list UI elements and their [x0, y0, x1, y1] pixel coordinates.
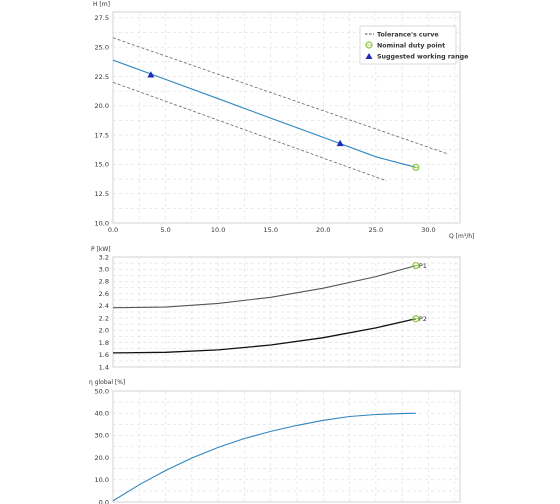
x-tick-label: 10.0 [211, 226, 225, 234]
working-range-marker [147, 71, 155, 78]
x-tick-label: 30.0 [421, 226, 435, 234]
x-tick-label: 25.0 [369, 226, 383, 234]
legend-tolerance-label: Tolerance's curve [377, 31, 439, 38]
legend-range-icon [365, 53, 373, 59]
y-tick-label: 3.0 [99, 266, 109, 274]
head-chart-series [112, 37, 448, 182]
series-line [112, 412, 416, 502]
efficiency-chart-series [112, 412, 416, 502]
y-tick-label: 2.2 [99, 314, 109, 322]
head-chart-x-ticks: 0.0 5.0 10.0 15.0 20.0 25.0 30.0 [108, 226, 436, 234]
power-chart: 1.4 1.6 1.8 2.0 2.2 2.4 2.6 2.8 3.0 3.2 P1 P2 P [k… [91, 246, 461, 371]
y-tick-label: 17.5 [95, 131, 109, 139]
y-tick-label: 30.0 [95, 432, 109, 440]
y-tick-label: 2.4 [99, 302, 109, 310]
legend: Tolerance's curve Nominal duty point Sug… [359, 25, 468, 65]
y-tick-label: 22.5 [95, 73, 109, 81]
y-tick-label: 1.4 [99, 363, 109, 371]
upper-curve-line [112, 37, 448, 155]
y-tick-label: 20.0 [95, 102, 109, 110]
power-chart-series [112, 265, 416, 354]
y-tick-label: 25.0 [95, 43, 109, 51]
y-tick-label: 27.5 [95, 14, 109, 22]
p1-series-line [112, 265, 416, 309]
power-chart-markers: P1 P2 [412, 262, 427, 323]
head-chart-y-ticks: 10.0 12.5 15.0 17.5 20.0 22.5 25.0 27.5 [95, 14, 109, 227]
head-chart-x-label: Q [m³/h] [449, 233, 474, 240]
legend-duty-label: Nominal duty point [377, 42, 445, 49]
head-chart: 10.0 12.5 15.0 17.5 20.0 22.5 25.0 27.5 0.0 5.0 1… [93, 1, 474, 240]
x-tick-label: 0.0 [108, 226, 118, 234]
efficiency-chart-y-label: η global [%] [89, 379, 125, 386]
x-tick-label: 15.0 [263, 226, 277, 234]
main-curve-line [112, 59, 416, 168]
y-tick-label: 1.8 [99, 339, 109, 347]
x-tick-label: 20.0 [316, 226, 330, 234]
x-tick-label: 5.0 [160, 226, 170, 234]
working-range-marker [336, 139, 344, 147]
y-tick-label: 20.0 [95, 454, 109, 462]
power-chart-grid [113, 257, 460, 367]
lower-curve-line [112, 81, 387, 182]
y-tick-label: 10.0 [95, 219, 109, 227]
head-chart-markers [147, 71, 420, 171]
y-tick-label: 40.0 [95, 410, 109, 418]
power-chart-y-ticks: 1.4 1.6 1.8 2.0 2.2 2.4 2.6 2.8 3.0 3.2 [99, 253, 109, 371]
y-tick-label: 1.6 [99, 351, 109, 359]
p2-series-line [112, 318, 416, 354]
legend-range-label: Suggested working range [377, 53, 468, 60]
efficiency-chart-grid [113, 391, 460, 502]
y-tick-label: 3.2 [99, 253, 109, 261]
head-chart-y-label: H [m] [93, 1, 110, 8]
efficiency-chart: 0.0 10.0 20.0 30.0 40.0 50.0 η global [%] [89, 379, 461, 504]
y-tick-label: 15.0 [95, 161, 109, 169]
y-tick-label: 10.0 [95, 476, 109, 484]
power-chart-y-label: P [kW] [91, 246, 111, 253]
y-tick-label: 2.0 [99, 327, 109, 335]
efficiency-chart-y-ticks: 0.0 10.0 20.0 30.0 40.0 50.0 [95, 387, 109, 504]
y-tick-label: 2.6 [99, 290, 109, 298]
y-tick-label: 0.0 [99, 498, 109, 504]
head-chart-frame [112, 11, 461, 224]
legend-box [359, 25, 457, 65]
series-end-label: P2 [419, 315, 427, 323]
series-end-label: P1 [419, 262, 427, 270]
y-tick-label: 2.8 [99, 278, 109, 286]
y-tick-label: 12.5 [95, 190, 109, 198]
y-tick-label: 50.0 [95, 387, 109, 395]
